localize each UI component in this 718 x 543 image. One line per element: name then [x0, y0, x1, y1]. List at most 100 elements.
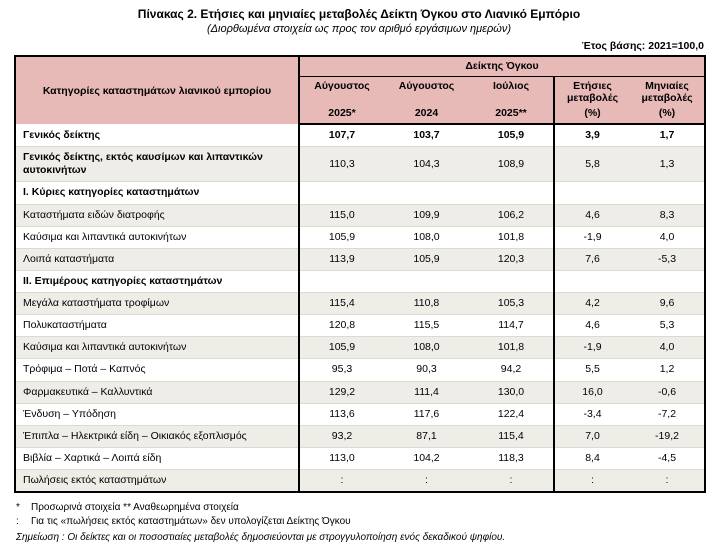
row-label: Καύσιμα και λιπαντικά αυτοκινήτων: [15, 336, 300, 359]
cell-value: [554, 269, 630, 293]
cell-value: 4,0: [630, 225, 705, 249]
cell-value: -19,2: [630, 424, 705, 448]
column-year: 2025*: [328, 106, 356, 119]
cell-value: 105,9: [299, 225, 384, 249]
section-label: ΙΙ. Επιμέρους κατηγορίες καταστημάτων: [15, 269, 300, 293]
cell-value: [630, 181, 705, 204]
cell-value: 120,8: [299, 314, 384, 337]
cell-value: [384, 181, 469, 204]
cell-value: 108,0: [384, 336, 469, 359]
cell-value: 7,0: [554, 424, 630, 448]
cell-value: 129,2: [299, 380, 384, 404]
row-label: Τρόφιμα – Ποτά – Καπνός: [15, 358, 300, 381]
cell-value: 107,7: [328, 129, 356, 141]
column-header-august-2024: Αύγουστος 2024: [384, 76, 469, 125]
cell-value: [299, 181, 384, 204]
table-row-fuels-lubricants: Καύσιμα και λιπαντικά αυτοκινήτων 105,9 …: [15, 225, 705, 249]
group-header-volume-index: Δείκτης Όγκου: [299, 56, 705, 77]
cell-value: 103,7: [413, 129, 440, 141]
table-row-general-index: Γενικός δείκτης 107,7 103,7 105,9 3,9 1,…: [15, 124, 705, 147]
cell-value: 101,8: [469, 336, 555, 359]
cell-value: 9,6: [630, 291, 705, 315]
column-header-categories: Κατηγορίες καταστημάτων λιανικού εμπορίο…: [15, 56, 300, 124]
cell-value: -5,3: [630, 247, 705, 271]
column-month: Ιούλιος: [492, 79, 530, 92]
table-row-department-stores: Πολυκαταστήματα 120,8 115,5 114,7 4,6 5,…: [15, 314, 705, 337]
row-label: Βιβλία – Χαρτικά – Λοιπά είδη: [15, 446, 300, 470]
cell-value: -3,4: [554, 402, 630, 426]
page-title: Πίνακας 2. Ετήσιες και μηνιαίες μεταβολέ…: [137, 7, 581, 21]
column-unit: (%): [584, 106, 601, 119]
row-label: Μεγάλα καταστήματα τροφίμων: [15, 291, 300, 315]
cell-value: 1,3: [630, 146, 705, 182]
cell-value: 117,6: [384, 402, 469, 426]
cell-value: :: [554, 469, 630, 493]
volume-index-table: Κατηγορίες καταστημάτων λιανικού εμπορίο…: [14, 55, 706, 494]
table-row-section-main-categories: Ι. Κύριες κατηγορίες καταστημάτων: [15, 181, 705, 204]
cell-value: -4,5: [630, 446, 705, 470]
column-header-row: Αύγουστος 2025* Αύγουστος 2024 Ιούλιος 2025…: [15, 76, 705, 125]
cell-value: 105,3: [469, 291, 555, 315]
cell-value: 8,4: [554, 446, 630, 470]
cell-value: 109,9: [384, 203, 469, 227]
group-header-row: Κατηγορίες καταστημάτων λιανικού εμπορίο…: [15, 56, 705, 124]
cell-value: [630, 269, 705, 293]
cell-value: 4,6: [554, 314, 630, 337]
cell-value: 110,8: [384, 291, 469, 315]
cell-value: :: [384, 469, 469, 493]
cell-value: 104,2: [384, 446, 469, 470]
table-row-clothing-footwear: Ένδυση – Υπόδηση 113,6 117,6 122,4 -3,4 …: [15, 402, 705, 426]
cell-value: 8,3: [630, 203, 705, 227]
cell-value: 130,0: [469, 380, 555, 404]
cell-value: [384, 269, 469, 293]
column-year: 2024: [414, 106, 439, 119]
cell-value: -0,6: [630, 380, 705, 404]
cell-value: 111,4: [384, 380, 469, 404]
cell-value: 5,8: [554, 146, 630, 182]
footnotes: * Προσωρινά στοιχεία ** Αναθεωρημένα στο…: [16, 502, 718, 543]
table-row-furniture-electrical: Έπιπλα – Ηλεκτρικά είδη – Οικιακός εξοπλ…: [15, 424, 705, 448]
column-header-annual-change: Ετήσιες μεταβολές (%): [554, 76, 630, 125]
cell-value: 122,4: [469, 402, 555, 426]
cell-value: 4,6: [554, 203, 630, 227]
cell-value: 101,8: [469, 225, 555, 249]
table-row-books-stationery: Βιβλία – Χαρτικά – Λοιπά είδη 113,0 104,…: [15, 446, 705, 470]
cell-value: 110,3: [299, 146, 384, 182]
cell-value: 4,2: [554, 291, 630, 315]
column-header-august-2025: Αύγουστος 2025*: [299, 76, 384, 125]
footnote-colon: : Για τις «πωλήσεις εκτός καταστημάτων» …: [16, 516, 718, 527]
table-row-general-excl-fuels: Γενικός δείκτης, εκτός καυσίμων και λιπα…: [15, 146, 705, 182]
column-year: 2025**: [495, 106, 527, 119]
cell-value: 104,3: [384, 146, 469, 182]
cell-value: :: [469, 469, 555, 493]
cell-value: 87,1: [384, 424, 469, 448]
cell-value: [469, 269, 555, 293]
footnote-provisional: * Προσωρινά στοιχεία ** Αναθεωρημένα στο…: [16, 502, 718, 513]
footnote-marker: *: [16, 502, 20, 514]
cell-value: 93,2: [299, 424, 384, 448]
table-row-sales-outside-stores: Πωλήσεις εκτός καταστημάτων : : : : :: [15, 469, 705, 493]
cell-value: [469, 181, 555, 204]
row-label: Πωλήσεις εκτός καταστημάτων: [15, 469, 300, 493]
page-subtitle: (Διορθωμένα στοιχεία ως προς τον αριθμό …: [206, 23, 511, 35]
column-label: Μηνιαίες μεταβολές: [641, 79, 693, 104]
table-row-fuels-lubricants-sub: Καύσιμα και λιπαντικά αυτοκινήτων 105,9 …: [15, 336, 705, 359]
cell-value: 108,9: [469, 146, 555, 182]
cell-value: [554, 181, 630, 204]
cell-value: 3,9: [585, 129, 600, 141]
cell-value: 114,7: [469, 314, 555, 337]
cell-value: 1,2: [630, 358, 705, 381]
row-label: Πολυκαταστήματα: [15, 314, 300, 337]
cell-value: 115,5: [384, 314, 469, 337]
row-label: Ένδυση – Υπόδηση: [15, 402, 300, 426]
cell-value: 120,3: [469, 247, 555, 271]
cell-value: 105,9: [299, 336, 384, 359]
cell-value: 105,9: [384, 247, 469, 271]
cell-value: 113,6: [299, 402, 384, 426]
column-header-july-2025: Ιούλιος 2025**: [469, 76, 555, 125]
cell-value: 113,9: [299, 247, 384, 271]
cell-value: [299, 269, 384, 293]
table-row-section-sub-categories: ΙΙ. Επιμέρους κατηγορίες καταστημάτων: [15, 269, 705, 293]
row-label: Γενικός δείκτης, εκτός καυσίμων και λιπα…: [15, 146, 300, 182]
